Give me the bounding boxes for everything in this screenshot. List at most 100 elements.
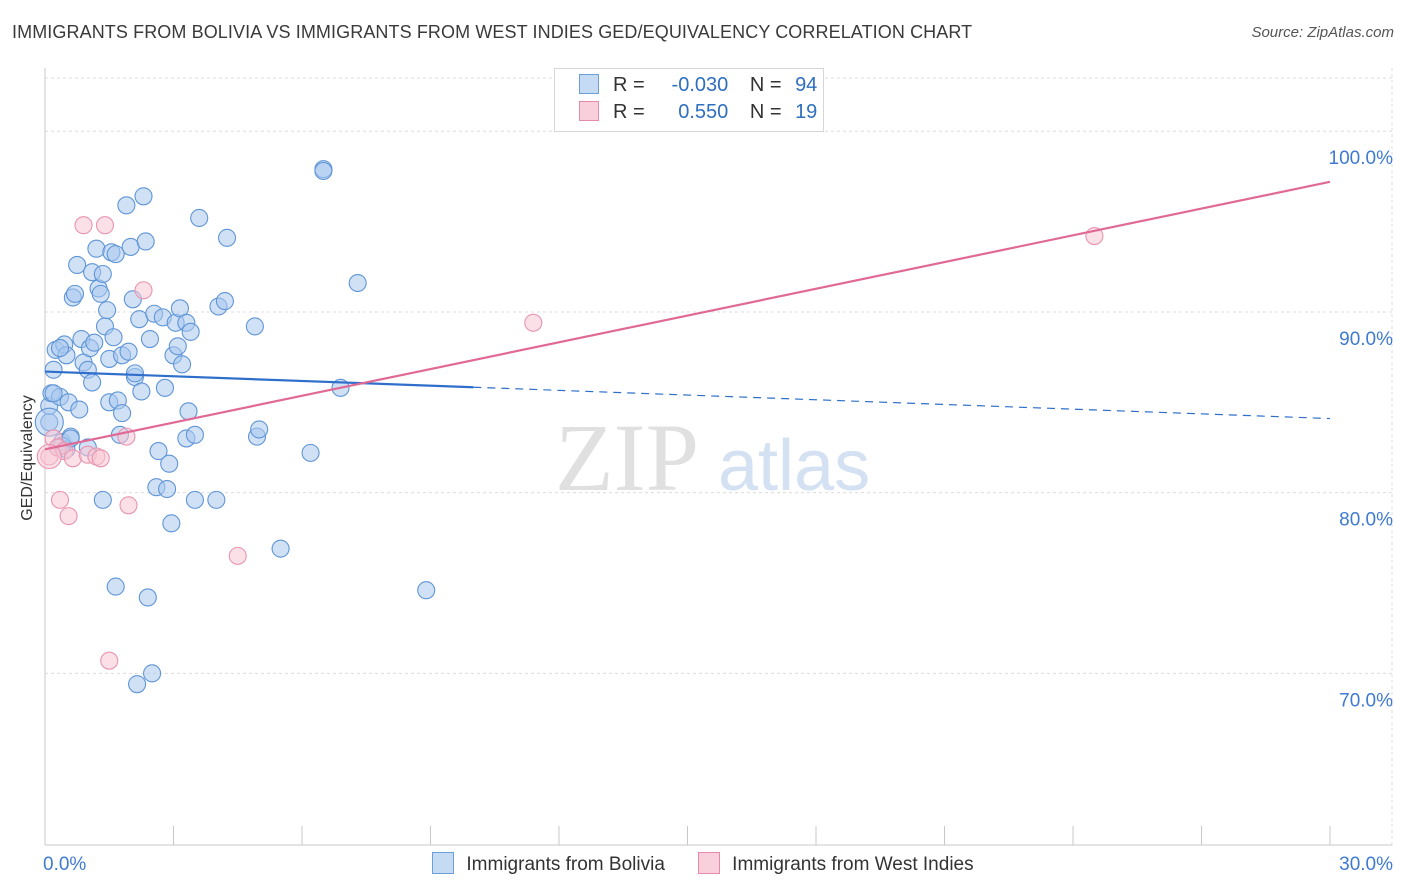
data-point-bolivia xyxy=(93,490,112,509)
data-point-bolivia xyxy=(155,378,174,397)
legend-r-label: R = xyxy=(613,101,645,123)
data-point-bolivia xyxy=(44,384,63,403)
data-point-bolivia xyxy=(140,329,159,349)
y-tick-label: 70.0% xyxy=(1339,690,1393,711)
watermark-zip: ZIP xyxy=(555,404,699,511)
data-point-westindies xyxy=(74,216,93,235)
data-point-bolivia xyxy=(113,404,132,423)
legend-n-label: N = xyxy=(749,101,782,123)
data-point-bolivia xyxy=(185,425,204,444)
data-point-bolivia xyxy=(207,490,226,509)
trend-lines xyxy=(44,180,1331,451)
data-point-bolivia xyxy=(70,400,89,419)
data-point-westindies xyxy=(95,216,115,235)
data-point-bolivia xyxy=(417,581,436,600)
correlation-legend: R = -0.030 N = 94 R = 0.550 N = 19 xyxy=(554,68,824,132)
data-point-westindies xyxy=(134,281,153,300)
data-point-bolivia xyxy=(50,339,70,358)
legend-item-westindies[interactable]: Immigrants from West Indies xyxy=(698,852,974,876)
data-point-bolivia xyxy=(160,454,179,473)
data-point-westindies xyxy=(100,651,119,670)
data-point-westindies xyxy=(50,490,70,509)
legend-n-value: 94 xyxy=(795,74,818,96)
y-tick-label: 80.0% xyxy=(1339,510,1393,531)
legend-row-westindies: R = 0.550 N = 19 xyxy=(579,101,817,127)
legend-swatch-westindies xyxy=(698,852,721,874)
y-tick-label: 100.0% xyxy=(1329,148,1394,169)
data-point-bolivia xyxy=(83,373,102,392)
legend-r-value: -0.030 xyxy=(671,74,729,96)
data-point-bolivia xyxy=(104,328,123,347)
source-label: Source: ZipAtlas.com xyxy=(1251,24,1394,41)
series-bolivia-points xyxy=(34,160,436,694)
data-point-bolivia xyxy=(93,264,112,284)
trend-line-bolivia xyxy=(44,370,474,389)
legend-r-label: R = xyxy=(613,74,645,96)
data-point-westindies xyxy=(91,449,110,468)
data-point-bolivia xyxy=(44,360,63,379)
data-point-bolivia xyxy=(85,333,104,352)
data-point-westindies xyxy=(59,507,78,526)
series-westindies-points xyxy=(36,216,1104,670)
data-point-bolivia xyxy=(134,187,153,206)
x-tick-label: 30.0% xyxy=(1339,854,1393,875)
data-point-bolivia xyxy=(173,355,192,374)
legend-label-bolivia: Immigrants from Bolivia xyxy=(466,854,665,875)
trend-line-bolivia-extrapolated xyxy=(473,386,1331,420)
data-point-bolivia xyxy=(348,273,367,293)
y-tick-label: 90.0% xyxy=(1339,329,1393,350)
legend-swatch-westindies xyxy=(579,101,599,121)
data-point-bolivia xyxy=(158,479,177,499)
legend-n-value: 19 xyxy=(795,101,818,123)
data-point-bolivia xyxy=(119,342,138,361)
data-point-bolivia xyxy=(65,284,85,303)
data-point-bolivia xyxy=(190,208,209,228)
data-point-bolivia xyxy=(149,442,168,461)
data-point-bolivia xyxy=(138,588,157,607)
legend-item-bolivia[interactable]: Immigrants from Bolivia xyxy=(432,852,665,876)
trend-line-westindies xyxy=(44,180,1331,451)
data-point-westindies-cluster xyxy=(36,443,62,470)
data-point-bolivia xyxy=(117,196,136,215)
data-point-westindies xyxy=(119,496,138,515)
data-point-bolivia xyxy=(168,337,187,356)
data-point-bolivia xyxy=(98,301,117,320)
data-point-bolivia xyxy=(136,232,155,251)
legend-swatch-bolivia xyxy=(579,74,599,94)
data-point-bolivia xyxy=(91,284,110,303)
data-point-bolivia xyxy=(314,161,333,181)
data-point-bolivia xyxy=(162,514,181,533)
legend-row-bolivia: R = -0.030 N = 94 xyxy=(579,74,817,100)
data-point-bolivia xyxy=(301,443,320,462)
data-point-bolivia xyxy=(87,239,106,258)
data-point-bolivia xyxy=(215,292,234,311)
watermark-atlas: atlas xyxy=(718,426,870,506)
chart-title: IMMIGRANTS FROM BOLIVIA VS IMMIGRANTS FR… xyxy=(12,22,973,42)
data-point-bolivia xyxy=(121,237,140,256)
data-point-bolivia xyxy=(185,490,204,509)
data-point-bolivia xyxy=(271,539,290,558)
legend-swatch-bolivia xyxy=(432,852,455,874)
data-point-westindies xyxy=(63,449,82,468)
data-point-bolivia xyxy=(68,255,87,275)
watermark: ZIP atlas xyxy=(555,404,870,511)
data-point-westindies xyxy=(228,546,247,565)
y-axis-label: GED/Equivalency xyxy=(19,395,36,520)
data-point-bolivia xyxy=(132,382,151,401)
series-legend: Immigrants from Bolivia Immigrants from … xyxy=(0,852,1406,876)
data-point-bolivia xyxy=(128,675,147,694)
legend-label-westindies: Immigrants from West Indies xyxy=(732,854,974,875)
data-point-bolivia xyxy=(217,228,237,247)
data-point-bolivia xyxy=(245,317,264,336)
data-point-bolivia xyxy=(181,322,200,341)
legend-n-label: N = xyxy=(749,74,782,96)
tick-labels: 70.0% 80.0% 90.0% 100.0% 0.0% 30.0% xyxy=(43,148,1393,875)
data-point-bolivia xyxy=(143,664,162,683)
data-point-bolivia xyxy=(106,577,125,596)
data-point-bolivia xyxy=(125,364,144,383)
legend-r-value: 0.550 xyxy=(678,101,729,123)
data-point-bolivia xyxy=(106,245,125,264)
data-point-westindies xyxy=(524,313,543,332)
x-tick-label: 0.0% xyxy=(43,854,86,875)
